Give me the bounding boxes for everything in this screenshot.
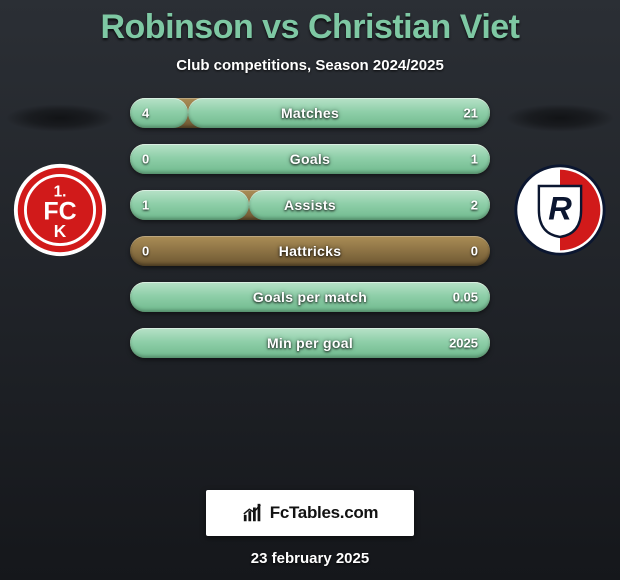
page-subtitle: Club competitions, Season 2024/2025 [0, 57, 620, 74]
comparison-container: 1. FC K R 4 21 Matches 0 1 Goals 1 2 Assists 0 0 Ha… [0, 98, 620, 478]
jahn-crest-icon: R [512, 162, 608, 258]
stat-label: Goals per match [253, 289, 367, 305]
brand-badge: FcTables.com [206, 490, 414, 536]
stat-value-right: 0 [471, 244, 478, 259]
chart-icon [242, 502, 264, 524]
stat-bar: 0.05 Goals per match [130, 282, 490, 312]
avatar-shadow [505, 104, 615, 132]
stat-value-right: 0.05 [453, 290, 478, 305]
left-team-crest: 1. FC K [12, 162, 108, 258]
right-team-crest: R [512, 162, 608, 258]
stat-bar: 2025 Min per goal [130, 328, 490, 358]
stat-value-right: 21 [464, 106, 478, 121]
right-team-side: R [500, 98, 620, 258]
stat-value-right: 1 [471, 152, 478, 167]
stat-value-right: 2025 [449, 336, 478, 351]
stat-label: Assists [284, 197, 336, 213]
avatar-shadow [5, 104, 115, 132]
brand-text: FcTables.com [270, 503, 379, 523]
stat-value-left: 1 [142, 198, 149, 213]
left-team-side: 1. FC K [0, 98, 120, 258]
stat-label: Matches [281, 105, 339, 121]
page-title: Robinson vs Christian Viet [0, 0, 620, 47]
stat-label: Min per goal [267, 335, 353, 351]
stat-bars: 4 21 Matches 0 1 Goals 1 2 Assists 0 0 Hattricks 0.0… [130, 98, 490, 358]
stat-label: Hattricks [279, 243, 342, 259]
stat-bar: 0 0 Hattricks [130, 236, 490, 266]
stat-bar: 0 1 Goals [130, 144, 490, 174]
stat-value-left: 0 [142, 152, 149, 167]
date-text: 23 february 2025 [0, 550, 620, 567]
svg-text:K: K [54, 221, 67, 241]
stat-bar: 1 2 Assists [130, 190, 490, 220]
stat-value-left: 0 [142, 244, 149, 259]
stat-fill-left [130, 98, 188, 128]
stat-bar: 4 21 Matches [130, 98, 490, 128]
stat-value-right: 2 [471, 198, 478, 213]
fck-crest-icon: 1. FC K [12, 162, 108, 258]
stat-label: Goals [290, 151, 330, 167]
svg-text:R: R [548, 190, 572, 227]
stat-value-left: 4 [142, 106, 149, 121]
